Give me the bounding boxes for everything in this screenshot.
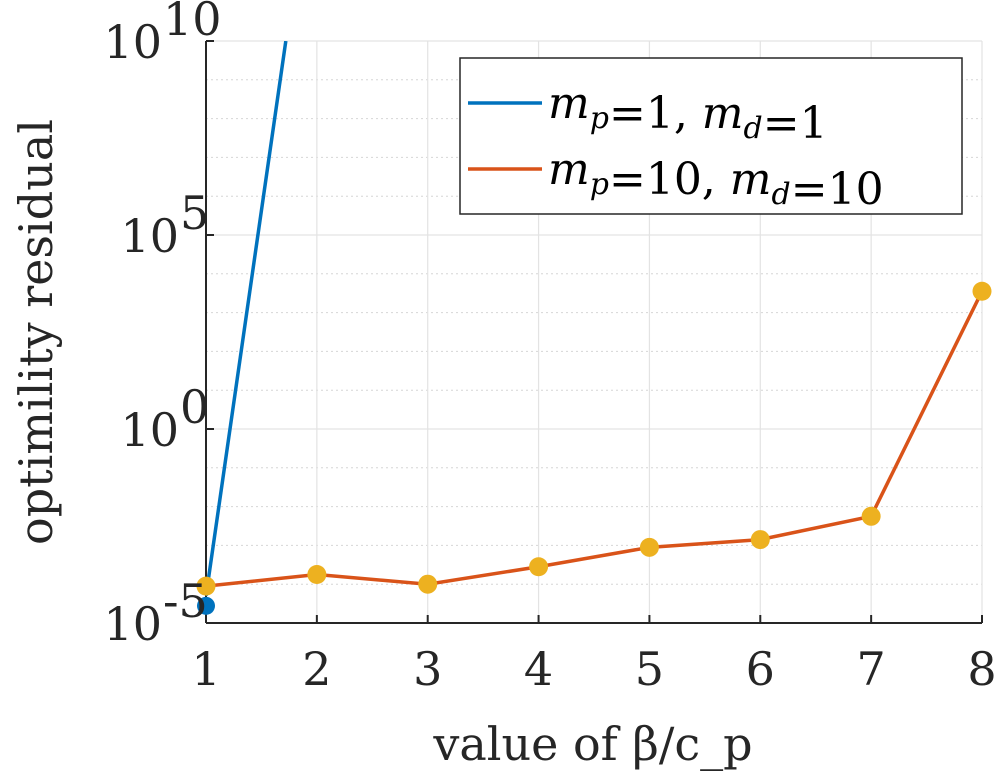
series-2-marker bbox=[418, 574, 438, 594]
legend-text-part: d bbox=[772, 177, 791, 212]
series-2-marker bbox=[861, 506, 881, 526]
legend-text-part: =1 bbox=[763, 98, 828, 149]
series-2-marker bbox=[750, 530, 770, 550]
legend-text-part: m bbox=[730, 154, 772, 205]
legend-text-part: m bbox=[548, 78, 590, 129]
x-tick-label: 3 bbox=[413, 642, 442, 696]
legend-text-part: m bbox=[548, 144, 590, 195]
y-tick-label-exponent: -5 bbox=[163, 574, 208, 628]
series-2-marker bbox=[307, 565, 327, 584]
legend-label-1: mp=1, md=1 bbox=[548, 78, 828, 149]
series-2-marker bbox=[196, 576, 216, 596]
series-2-marker bbox=[972, 281, 992, 301]
series-2-marker bbox=[529, 557, 549, 577]
x-tick-label: 4 bbox=[524, 642, 553, 696]
legend-text-part: =1, bbox=[609, 88, 702, 139]
y-tick-label-base: 10 bbox=[120, 403, 179, 457]
y-tick-label-base: 10 bbox=[120, 209, 179, 263]
axes bbox=[205, 40, 983, 624]
legend-text-part: =10 bbox=[791, 164, 884, 215]
x-tick-label: 5 bbox=[635, 642, 664, 696]
x-tick-label: 7 bbox=[857, 642, 886, 696]
legend-box bbox=[459, 57, 963, 215]
legend-text-part: =10, bbox=[609, 154, 730, 205]
legend-text-part: d bbox=[744, 111, 763, 146]
x-axis-label: value of β/c_p bbox=[432, 717, 752, 771]
x-tick-label: 6 bbox=[746, 642, 775, 696]
y-tick-label-base: 10 bbox=[103, 597, 162, 651]
legend-text-part: m bbox=[702, 88, 744, 139]
y-axis-label: optimility residual bbox=[9, 119, 63, 545]
series-line-1 bbox=[206, 41, 288, 597]
series-2-marker bbox=[639, 537, 659, 557]
x-tick-label: 2 bbox=[302, 642, 331, 696]
series-1-marker bbox=[197, 596, 215, 615]
y-tick-label-base: 10 bbox=[103, 15, 162, 69]
y-tick-label-exponent: 10 bbox=[163, 0, 222, 46]
y-tick-label-exponent: 0 bbox=[180, 380, 209, 434]
legend-text-part: p bbox=[590, 167, 609, 202]
x-tick-label: 1 bbox=[191, 642, 220, 696]
legend: mp=1, md=1mp=10, md=10 bbox=[459, 57, 963, 215]
x-tick-label: 8 bbox=[967, 642, 996, 696]
series bbox=[196, 41, 992, 615]
legend-label-2: mp=10, md=10 bbox=[548, 144, 884, 215]
series-line-2 bbox=[206, 290, 982, 588]
y-tick-label-exponent: 5 bbox=[180, 186, 209, 240]
legend-text-part: p bbox=[590, 101, 609, 136]
